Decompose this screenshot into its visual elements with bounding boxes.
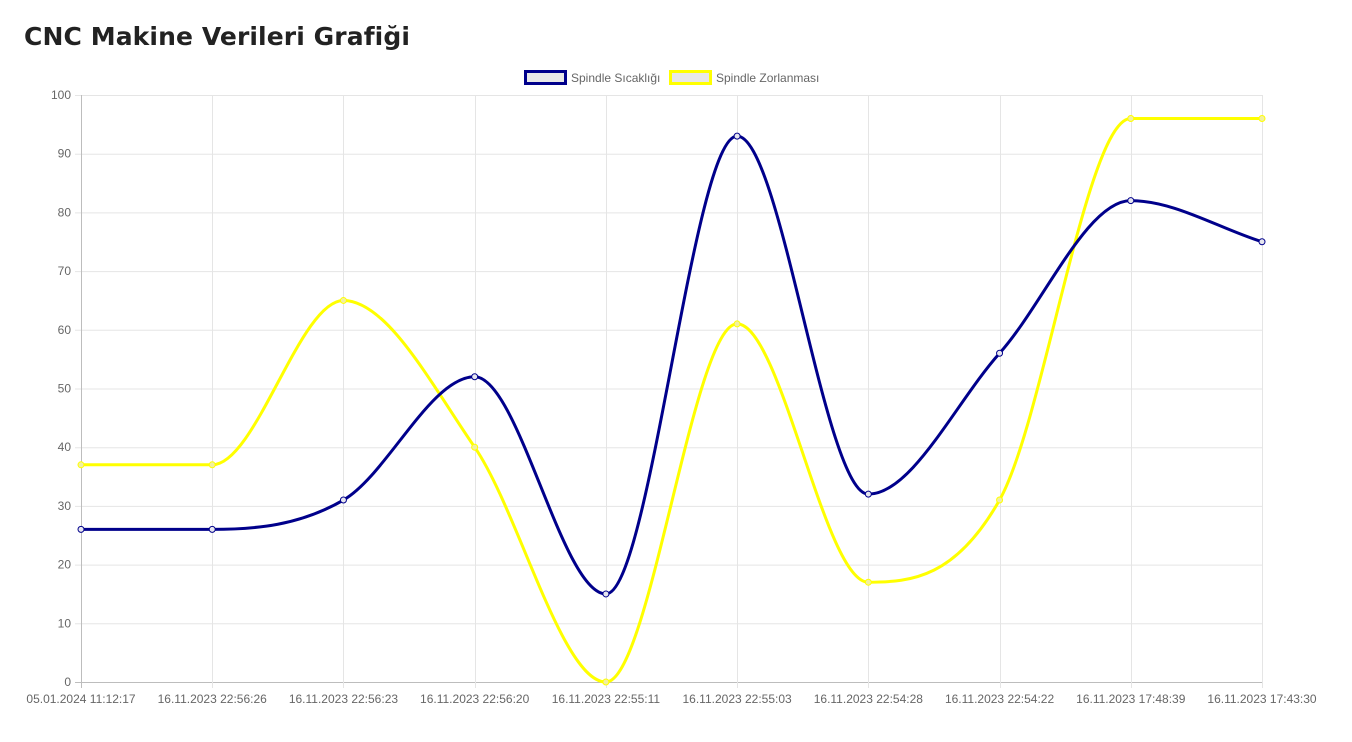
x-tick-label: 16.11.2023 17:43:30 bbox=[1207, 692, 1317, 706]
y-tick-label: 90 bbox=[58, 147, 72, 161]
y-tick-label: 60 bbox=[58, 323, 72, 337]
data-point[interactable] bbox=[864, 490, 872, 498]
y-tick-label: 70 bbox=[58, 264, 72, 278]
legend-swatch[interactable] bbox=[524, 70, 567, 85]
y-tick-label: 50 bbox=[58, 382, 72, 396]
data-point[interactable] bbox=[733, 132, 741, 140]
y-tick-label: 100 bbox=[51, 88, 71, 102]
data-point[interactable] bbox=[77, 461, 85, 469]
page-title: CNC Makine Verileri Grafiği bbox=[24, 22, 411, 51]
y-tick-label: 80 bbox=[58, 205, 72, 219]
chart-series-lines bbox=[81, 116, 1263, 684]
data-point[interactable] bbox=[208, 525, 216, 533]
data-point[interactable] bbox=[471, 443, 479, 451]
legend-swatch[interactable] bbox=[669, 70, 712, 85]
data-point[interactable] bbox=[996, 496, 1004, 504]
y-tick-label: 0 bbox=[64, 675, 71, 689]
data-point[interactable] bbox=[339, 296, 347, 304]
data-point[interactable] bbox=[733, 320, 741, 328]
data-point[interactable] bbox=[1258, 114, 1266, 122]
legend-label[interactable]: Spindle Sıcaklığı bbox=[571, 71, 660, 85]
data-point[interactable] bbox=[77, 525, 85, 533]
data-point[interactable] bbox=[1127, 114, 1135, 122]
data-point[interactable] bbox=[864, 578, 872, 586]
data-point[interactable] bbox=[208, 461, 216, 469]
y-tick-label: 30 bbox=[58, 499, 72, 513]
y-tick-label: 10 bbox=[58, 616, 72, 630]
x-tick-label: 16.11.2023 17:48:39 bbox=[1076, 692, 1186, 706]
x-tick-label: 16.11.2023 22:55:11 bbox=[552, 692, 661, 706]
x-tick-label: 16.11.2023 22:54:28 bbox=[814, 692, 924, 706]
x-tick-label: 16.11.2023 22:55:03 bbox=[683, 692, 793, 706]
x-tick-label: 05.01.2024 11:12:17 bbox=[26, 692, 136, 706]
x-axis-ticks: 05.01.2024 11:12:17 16.11.2023 22:56:26 16… bbox=[26, 692, 1317, 706]
x-tick-label: 16.11.2023 22:56:23 bbox=[289, 692, 399, 706]
chart-legend: Spindle Sıcaklığı Spindle Zorlanması bbox=[524, 70, 819, 85]
y-tick-label: 40 bbox=[58, 440, 72, 454]
x-tick-label: 16.11.2023 22:54:22 bbox=[945, 692, 1055, 706]
legend-label[interactable]: Spindle Zorlanması bbox=[716, 71, 819, 85]
data-point[interactable] bbox=[1127, 197, 1135, 205]
x-tick-label: 16.11.2023 22:56:20 bbox=[420, 692, 530, 706]
series-line-1 bbox=[81, 116, 1262, 684]
x-tick-label: 16.11.2023 22:56:26 bbox=[158, 692, 268, 706]
y-tick-label: 20 bbox=[58, 558, 72, 572]
data-point[interactable] bbox=[602, 678, 610, 686]
chart-grid bbox=[75, 95, 1263, 688]
data-point[interactable] bbox=[471, 373, 479, 381]
y-axis-ticks: 0 10 20 30 40 50 60 70 80 90 100 bbox=[51, 88, 71, 689]
data-point[interactable] bbox=[996, 349, 1004, 357]
data-point[interactable] bbox=[339, 496, 347, 504]
data-point[interactable] bbox=[1258, 238, 1266, 246]
data-point[interactable] bbox=[602, 590, 610, 598]
chart-data-points bbox=[77, 114, 1266, 686]
